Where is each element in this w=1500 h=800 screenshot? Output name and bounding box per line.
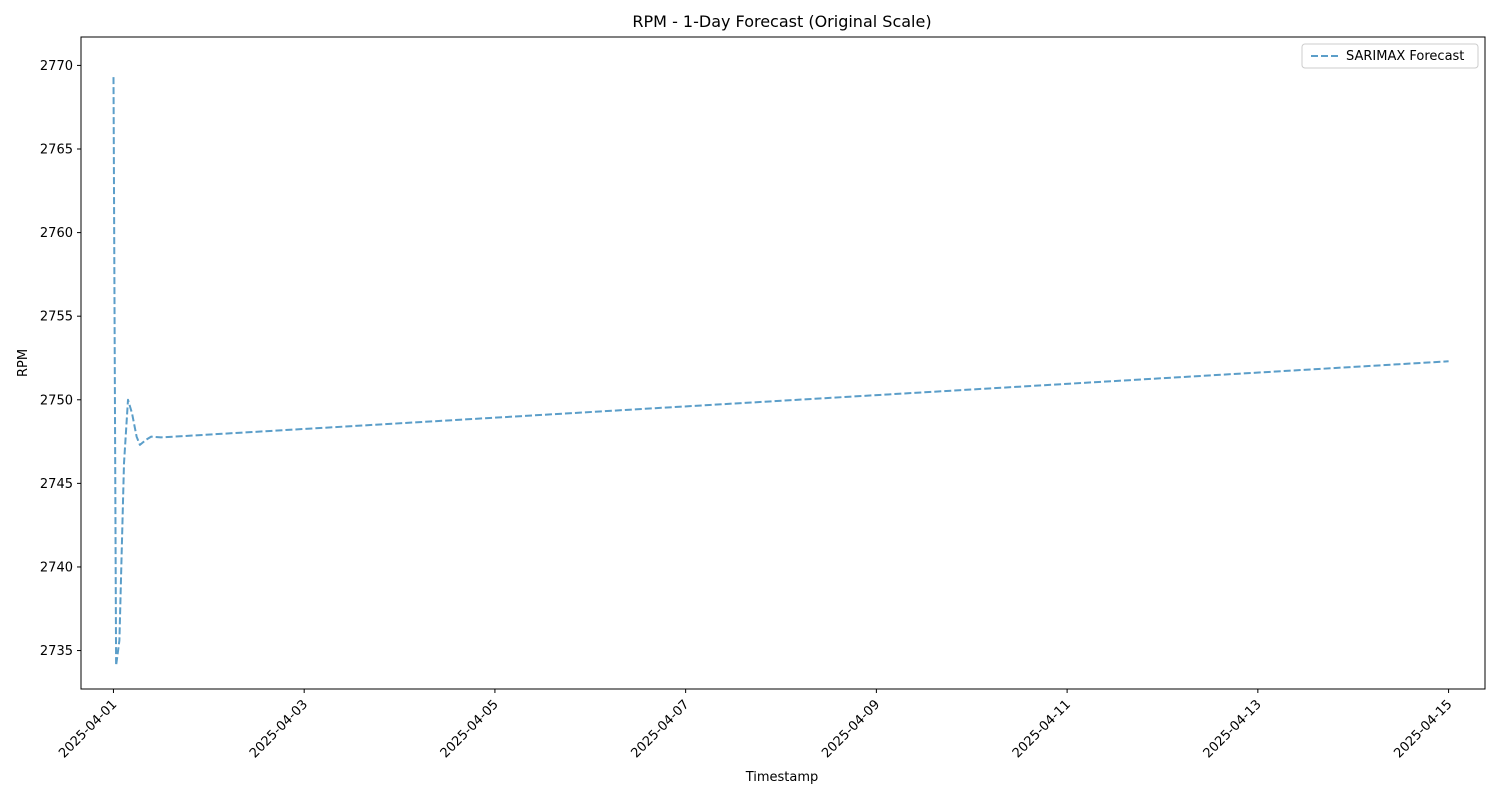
- x-tick-label: 2025-04-11: [1010, 697, 1074, 761]
- y-tick-label: 2735: [40, 644, 73, 659]
- x-tick-label: 2025-04-01: [56, 697, 120, 761]
- x-tick-label: 2025-04-03: [247, 697, 311, 761]
- series-line-sarimax-forecast: [112, 77, 1449, 667]
- x-axis-label: Timestamp: [745, 770, 819, 785]
- y-tick-label: 2760: [40, 226, 73, 241]
- legend: SARIMAX Forecast: [1301, 43, 1479, 69]
- y-tick-label: 2765: [40, 143, 73, 158]
- y-tick-label: 2770: [40, 59, 73, 74]
- x-tick-label: 2025-04-13: [1201, 697, 1265, 761]
- x-tick-label: 2025-04-09: [819, 697, 883, 761]
- chart-title: RPM - 1-Day Forecast (Original Scale): [632, 12, 931, 31]
- y-tick-label: 2745: [40, 477, 73, 492]
- legend-box: [1301, 43, 1479, 69]
- x-tick-label: 2025-04-15: [1391, 697, 1455, 761]
- y-tick-label: 2740: [40, 560, 73, 575]
- legend-label: SARIMAX Forecast: [1346, 49, 1464, 64]
- x-tick-label: 2025-04-07: [628, 697, 692, 761]
- y-tick-label: 2755: [40, 310, 73, 325]
- y-axis-label: RPM: [16, 349, 31, 377]
- y-tick-label: 2750: [40, 393, 73, 408]
- plot-frame: [80, 36, 1486, 690]
- x-tick-label: 2025-04-05: [438, 697, 502, 761]
